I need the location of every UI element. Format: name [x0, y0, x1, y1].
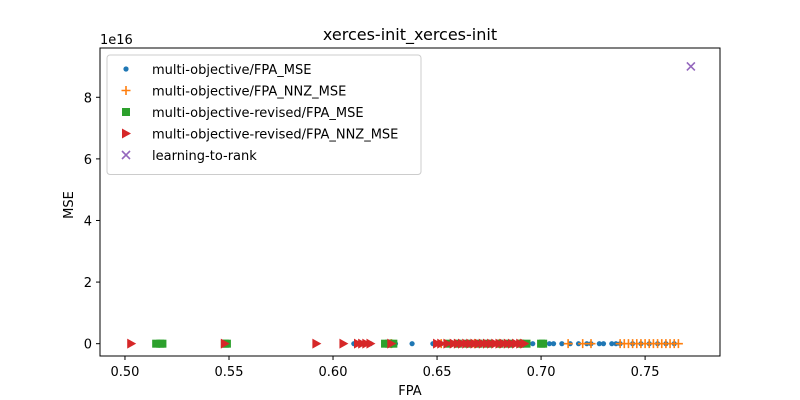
legend-label: learning-to-rank — [152, 149, 257, 164]
data-point — [152, 339, 161, 348]
data-point — [686, 61, 696, 72]
legend-marker — [122, 128, 131, 139]
x-tick-label: 0.60 — [319, 365, 348, 380]
x-tick-label: 0.70 — [527, 365, 556, 380]
legend-marker — [121, 86, 131, 95]
data-point — [530, 341, 536, 347]
series-triangle-right — [127, 338, 530, 349]
legend-label: multi-objective/FPA_NNZ_MSE — [152, 85, 346, 100]
legend-label: multi-objective-revised/FPA_NNZ_MSE — [152, 128, 398, 143]
y-axis-label: MSE — [62, 191, 77, 219]
legend-marker — [122, 108, 130, 116]
data-point — [381, 339, 390, 348]
plot-area: 0.50 0.55 0.60 0.65 0.70 0.75 0 2 4 6 8 — [84, 47, 721, 380]
legend-box — [106, 54, 422, 175]
legend: multi-objective/FPA_MSE multi-objective/F… — [106, 54, 422, 175]
x-axis-label: FPA — [398, 384, 421, 399]
y-tick-label: 2 — [84, 276, 92, 291]
axes-frame — [99, 47, 721, 357]
data-point — [609, 341, 615, 347]
y-tick-label: 4 — [84, 214, 92, 229]
series-x — [686, 61, 696, 72]
data-point — [586, 339, 596, 349]
x-tick-label: 0.75 — [631, 365, 660, 380]
data-point — [600, 341, 607, 347]
data-point — [409, 341, 415, 347]
data-point — [563, 339, 573, 349]
y-tick-label: 6 — [84, 153, 92, 168]
legend-marker — [121, 150, 131, 160]
chart-title: xerces-init_xerces-init — [323, 25, 497, 45]
y-tick-label: 8 — [84, 91, 92, 106]
x-tick-label: 0.50 — [110, 365, 139, 380]
legend-label: multi-objective-revised/FPA_MSE — [152, 106, 364, 121]
data-point — [366, 338, 376, 349]
legend-marker — [123, 66, 129, 72]
data-point — [559, 341, 565, 347]
data-point — [596, 341, 602, 347]
y-tick-label: 0 — [84, 338, 92, 353]
data-point — [387, 338, 397, 349]
y-axis-offset-text: 1e16 — [100, 33, 133, 48]
data-point — [312, 338, 322, 349]
data-point — [520, 338, 530, 349]
data-point — [339, 338, 349, 349]
x-tick-label: 0.65 — [423, 365, 452, 380]
legend-label: multi-objective/FPA_MSE — [152, 63, 311, 78]
data-point — [127, 338, 137, 349]
data-point — [539, 339, 548, 348]
data-point — [437, 338, 447, 349]
data-point — [443, 338, 453, 349]
data-point — [673, 339, 683, 349]
data-point — [158, 339, 167, 348]
data-point — [550, 341, 557, 347]
data-point — [578, 339, 588, 349]
data-point — [220, 338, 230, 349]
x-tick-label: 0.55 — [215, 365, 244, 380]
data-point — [546, 341, 552, 347]
